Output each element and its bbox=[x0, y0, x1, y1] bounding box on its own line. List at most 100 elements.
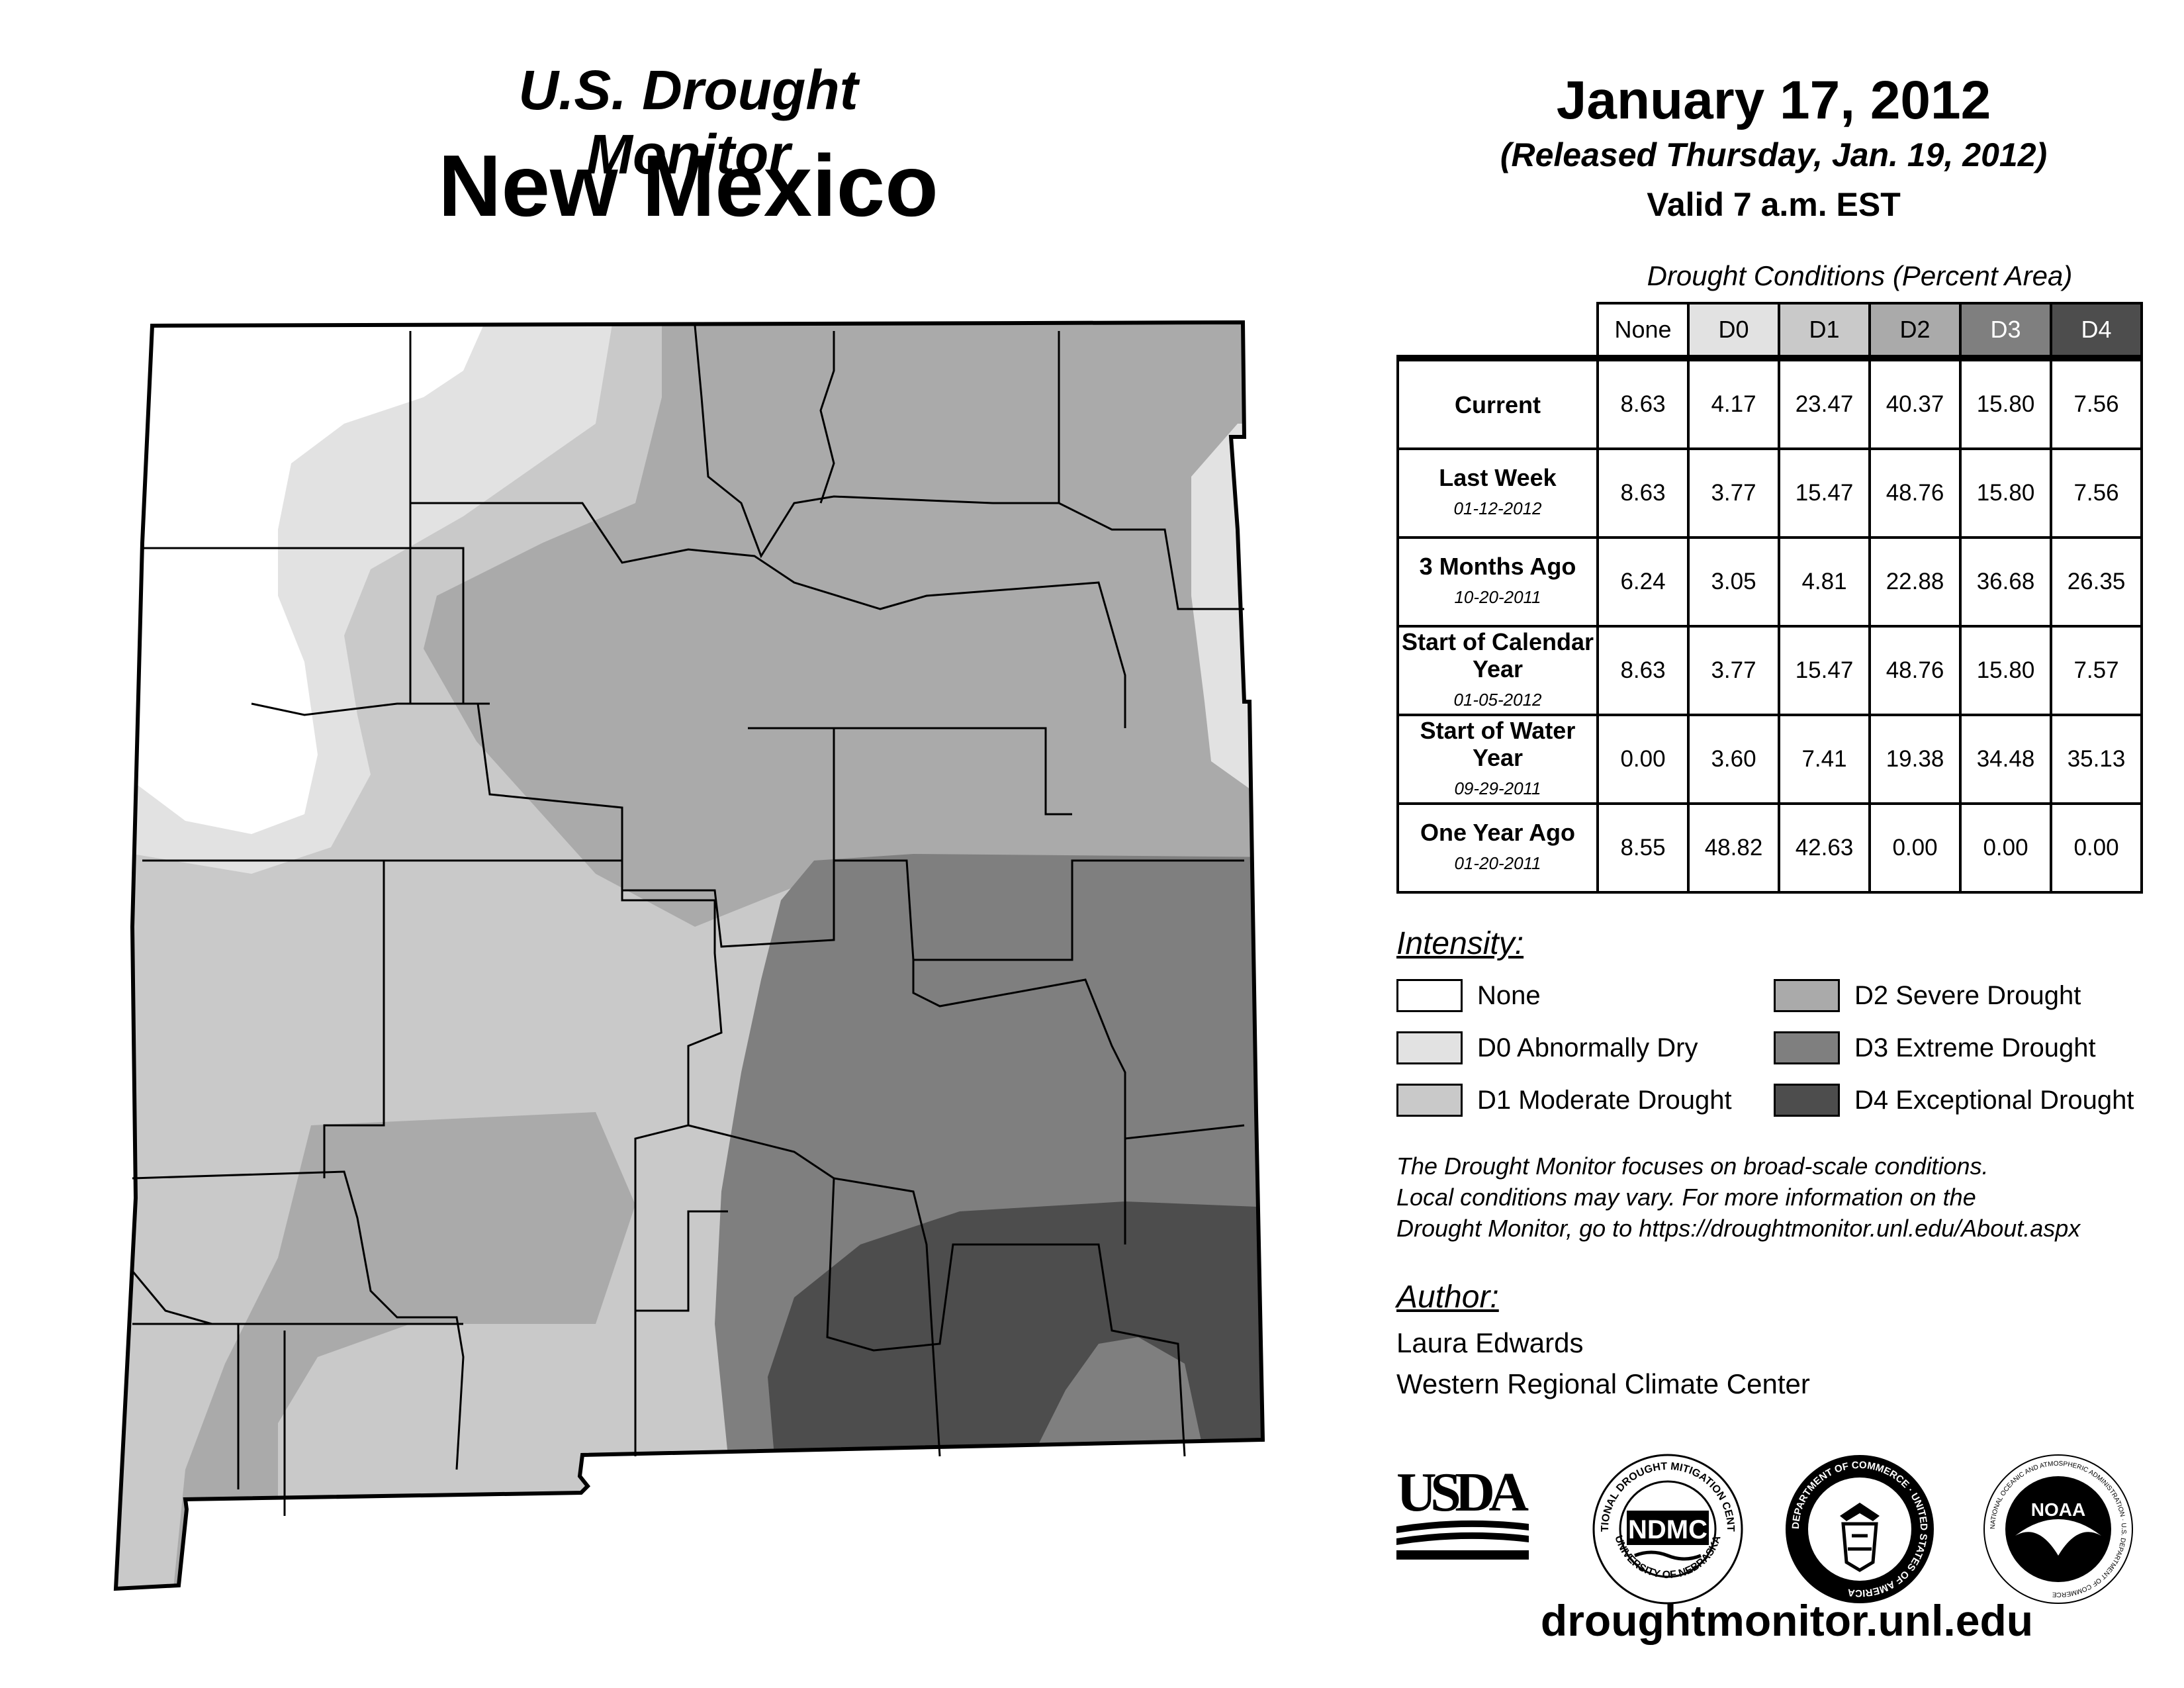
legend-label: D3 Extreme Drought bbox=[1854, 1033, 2096, 1062]
table-cell: 8.63 bbox=[1596, 355, 1690, 450]
table-cell: 7.57 bbox=[2050, 625, 2143, 716]
note-line: Drought Monitor, go to https://droughtmo… bbox=[1396, 1215, 2081, 1242]
table-cell: 15.80 bbox=[1959, 355, 2052, 450]
table-cell: 0.00 bbox=[1868, 802, 1962, 894]
table-cell: 15.80 bbox=[1959, 625, 2052, 716]
col-header-d2: D2 bbox=[1868, 302, 1962, 359]
legend-label: D0 Abnormally Dry bbox=[1477, 1033, 1698, 1062]
table-row: Start of Water Year 09-29-2011 0.00 3.60 … bbox=[1396, 714, 2143, 805]
table-cell: 3.05 bbox=[1687, 536, 1780, 628]
legend-swatch bbox=[1774, 979, 1840, 1012]
table-cell: 15.80 bbox=[1959, 447, 2052, 539]
legend-swatch bbox=[1396, 1031, 1463, 1064]
table-row: Start of Calendar Year 01-05-2012 8.63 3.… bbox=[1396, 625, 2143, 716]
note-line: The Drought Monitor focuses on broad-sca… bbox=[1396, 1152, 1989, 1180]
table-cell: 4.81 bbox=[1778, 536, 1871, 628]
d2-zone-southwest bbox=[172, 1112, 635, 1589]
table-header-row: None D0 D1 D2 D3 D4 bbox=[1398, 302, 2143, 359]
row-label: 3 Months Ago 10-20-2011 bbox=[1396, 536, 1599, 628]
noaa-logo: NATIONAL OCEANIC AND ATMOSPHERIC ADMINIS… bbox=[1983, 1454, 2133, 1604]
table-cell: 48.82 bbox=[1687, 802, 1780, 894]
valid-time: Valid 7 a.m. EST bbox=[1647, 186, 1901, 223]
table-cell: 3.60 bbox=[1687, 714, 1780, 805]
legend-item-d1: D1 Moderate Drought bbox=[1396, 1082, 1732, 1119]
table-cell: 48.76 bbox=[1868, 447, 1962, 539]
table-cell: 0.00 bbox=[1959, 802, 2052, 894]
table-cell: 8.55 bbox=[1596, 802, 1690, 894]
legend-label: None bbox=[1477, 980, 1541, 1010]
d1-patch-south bbox=[635, 1139, 715, 1456]
table-cell: 42.63 bbox=[1778, 802, 1871, 894]
table-cell: 7.56 bbox=[2050, 355, 2143, 450]
col-header-d0: D0 bbox=[1687, 302, 1780, 359]
monitor-title: U.S. Drought Monitor bbox=[518, 59, 858, 185]
drought-conditions-table: None D0 D1 D2 D3 D4 Current 8.63 4.17 23… bbox=[1396, 302, 2143, 894]
author-organization: Western Regional Climate Center bbox=[1396, 1368, 1810, 1399]
legend-label: D4 Exceptional Drought bbox=[1854, 1085, 2134, 1115]
table-cell: 35.13 bbox=[2050, 714, 2143, 805]
col-header-none: None bbox=[1596, 302, 1690, 359]
legend-item-d2: D2 Severe Drought bbox=[1774, 977, 2081, 1014]
table-cell: 22.88 bbox=[1868, 536, 1962, 628]
table-row: Last Week 01-12-2012 8.63 3.77 15.47 48.7… bbox=[1396, 447, 2143, 539]
row-label: Start of Water Year 09-29-2011 bbox=[1396, 714, 1599, 805]
state-outline bbox=[113, 320, 1265, 1591]
none-zone bbox=[116, 322, 503, 834]
legend-item-none: None bbox=[1396, 977, 1541, 1014]
row-label: Start of Calendar Year 01-05-2012 bbox=[1396, 625, 1599, 716]
col-header-d3: D3 bbox=[1959, 302, 2052, 359]
legend-swatch bbox=[1396, 1084, 1463, 1117]
table-cell: 0.00 bbox=[1596, 714, 1690, 805]
table-corner bbox=[1398, 303, 1599, 358]
noaa-wordmark: NOAA bbox=[2031, 1499, 2085, 1520]
table-cell: 7.41 bbox=[1778, 714, 1871, 805]
col-header-d4: D4 bbox=[2050, 302, 2143, 359]
table-cell: 8.63 bbox=[1596, 447, 1690, 539]
legend-label: D2 Severe Drought bbox=[1854, 980, 2081, 1010]
table-cell: 15.47 bbox=[1778, 447, 1871, 539]
row-label: Current bbox=[1396, 355, 1599, 450]
table-cell: 6.24 bbox=[1596, 536, 1690, 628]
website-link[interactable]: droughtmonitor.unl.edu bbox=[1540, 1596, 2034, 1645]
legend-item-d3: D3 Extreme Drought bbox=[1774, 1029, 2096, 1066]
table-caption: Drought Conditions (Percent Area) bbox=[1647, 260, 2073, 291]
author-heading: Author: bbox=[1396, 1280, 1499, 1315]
ndmc-logo: NATIONAL DROUGHT MITIGATION CENTER UNIVE… bbox=[1588, 1450, 1743, 1605]
legend-swatch bbox=[1396, 979, 1463, 1012]
table-cell: 3.77 bbox=[1687, 447, 1780, 539]
usda-wordmark: USDA bbox=[1396, 1463, 1529, 1523]
col-header-d1: D1 bbox=[1778, 302, 1871, 359]
table-row: One Year Ago 01-20-2011 8.55 48.82 42.63 … bbox=[1396, 802, 2143, 894]
table-cell: 40.37 bbox=[1868, 355, 1962, 450]
legend-swatch bbox=[1774, 1084, 1840, 1117]
d2-zone-northeast bbox=[424, 322, 1263, 927]
commerce-seal-logo: DEPARTMENT OF COMMERCE · UNITED STATES O… bbox=[1786, 1455, 1934, 1603]
table-cell: 8.63 bbox=[1596, 625, 1690, 716]
table-row: 3 Months Ago 10-20-2011 6.24 3.05 4.81 22… bbox=[1396, 536, 2143, 628]
d4-zone bbox=[768, 1201, 1263, 1456]
legend-title: Intensity: bbox=[1396, 926, 1524, 961]
table-row: Current 8.63 4.17 23.47 40.37 15.80 7.56 bbox=[1396, 355, 2143, 450]
note-line: Local conditions may vary. For more info… bbox=[1396, 1184, 1976, 1211]
release-date: (Released Thursday, Jan. 19, 2012) bbox=[1500, 136, 2048, 173]
state-title: New Mexico bbox=[438, 137, 938, 234]
table-cell: 15.47 bbox=[1778, 625, 1871, 716]
legend-item-d4: D4 Exceptional Drought bbox=[1774, 1082, 2134, 1119]
row-label: Last Week 01-12-2012 bbox=[1396, 447, 1599, 539]
table-cell: 4.17 bbox=[1687, 355, 1780, 450]
table-cell: 23.47 bbox=[1778, 355, 1871, 450]
row-label: One Year Ago 01-20-2011 bbox=[1396, 802, 1599, 894]
ndmc-wordmark: NDMC bbox=[1628, 1515, 1707, 1544]
table-cell: 19.38 bbox=[1868, 714, 1962, 805]
map-date: January 17, 2012 bbox=[1556, 70, 1991, 130]
table-cell: 36.68 bbox=[1959, 536, 2052, 628]
table-cell: 7.56 bbox=[2050, 447, 2143, 539]
legend-label: D1 Moderate Drought bbox=[1477, 1085, 1732, 1115]
table-cell: 34.48 bbox=[1959, 714, 2052, 805]
table-cell: 3.77 bbox=[1687, 625, 1780, 716]
legend-item-d0: D0 Abnormally Dry bbox=[1396, 1029, 1698, 1066]
legend-swatch bbox=[1774, 1031, 1840, 1064]
drought-map bbox=[113, 320, 1265, 1591]
usda-logo: USDA bbox=[1396, 1463, 1529, 1560]
disclaimer-note: The Drought Monitor focuses on broad-sca… bbox=[1396, 1150, 2158, 1244]
